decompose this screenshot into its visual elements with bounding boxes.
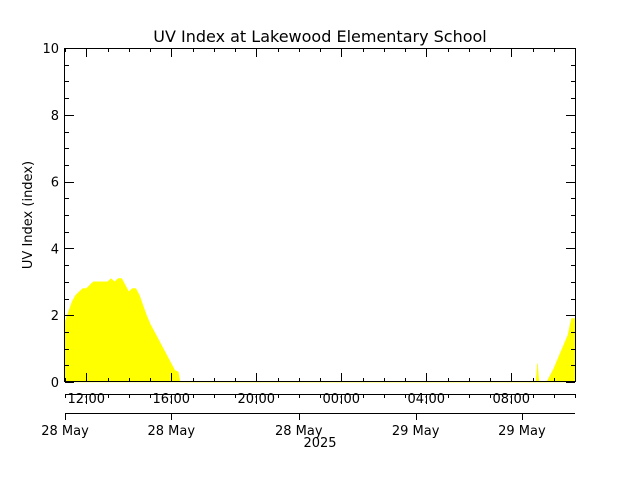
x-date-label: 28 May xyxy=(41,424,89,439)
y-tick-label: 4 xyxy=(51,242,59,257)
uv-series-area-0 xyxy=(64,278,576,383)
y-tick-label: 2 xyxy=(51,309,59,324)
x-date-label: 28 May xyxy=(147,424,195,439)
x-tick-label: 04:00 xyxy=(408,392,445,407)
x-date-label: 29 May xyxy=(392,424,440,439)
uv-area-layer xyxy=(64,278,576,383)
y-tick-label: 0 xyxy=(51,376,59,391)
axes-layer: 0 2 4 6 8 10 12:00 16:00 20:00 00:00 04:00 08:00 28 … xyxy=(41,42,576,439)
x-tick-label: 12:00 xyxy=(68,392,105,407)
x-tick-label: 00:00 xyxy=(323,392,360,407)
x-date-label: 28 May xyxy=(275,424,323,439)
y-axis-label: UV Index (index) xyxy=(21,161,36,269)
x-tick-label: 16:00 xyxy=(153,392,190,407)
y-tick-label: 6 xyxy=(51,176,59,191)
x-date-label: 29 May xyxy=(498,424,546,439)
x-tick-label: 20:00 xyxy=(238,392,275,407)
chart-title: UV Index at Lakewood Elementary School xyxy=(153,27,487,46)
y-tick-label: 8 xyxy=(51,109,59,124)
x-tick-label: 08:00 xyxy=(493,392,530,407)
y-tick-label: 10 xyxy=(42,42,59,57)
x-axis-year-label: 2025 xyxy=(303,436,336,451)
